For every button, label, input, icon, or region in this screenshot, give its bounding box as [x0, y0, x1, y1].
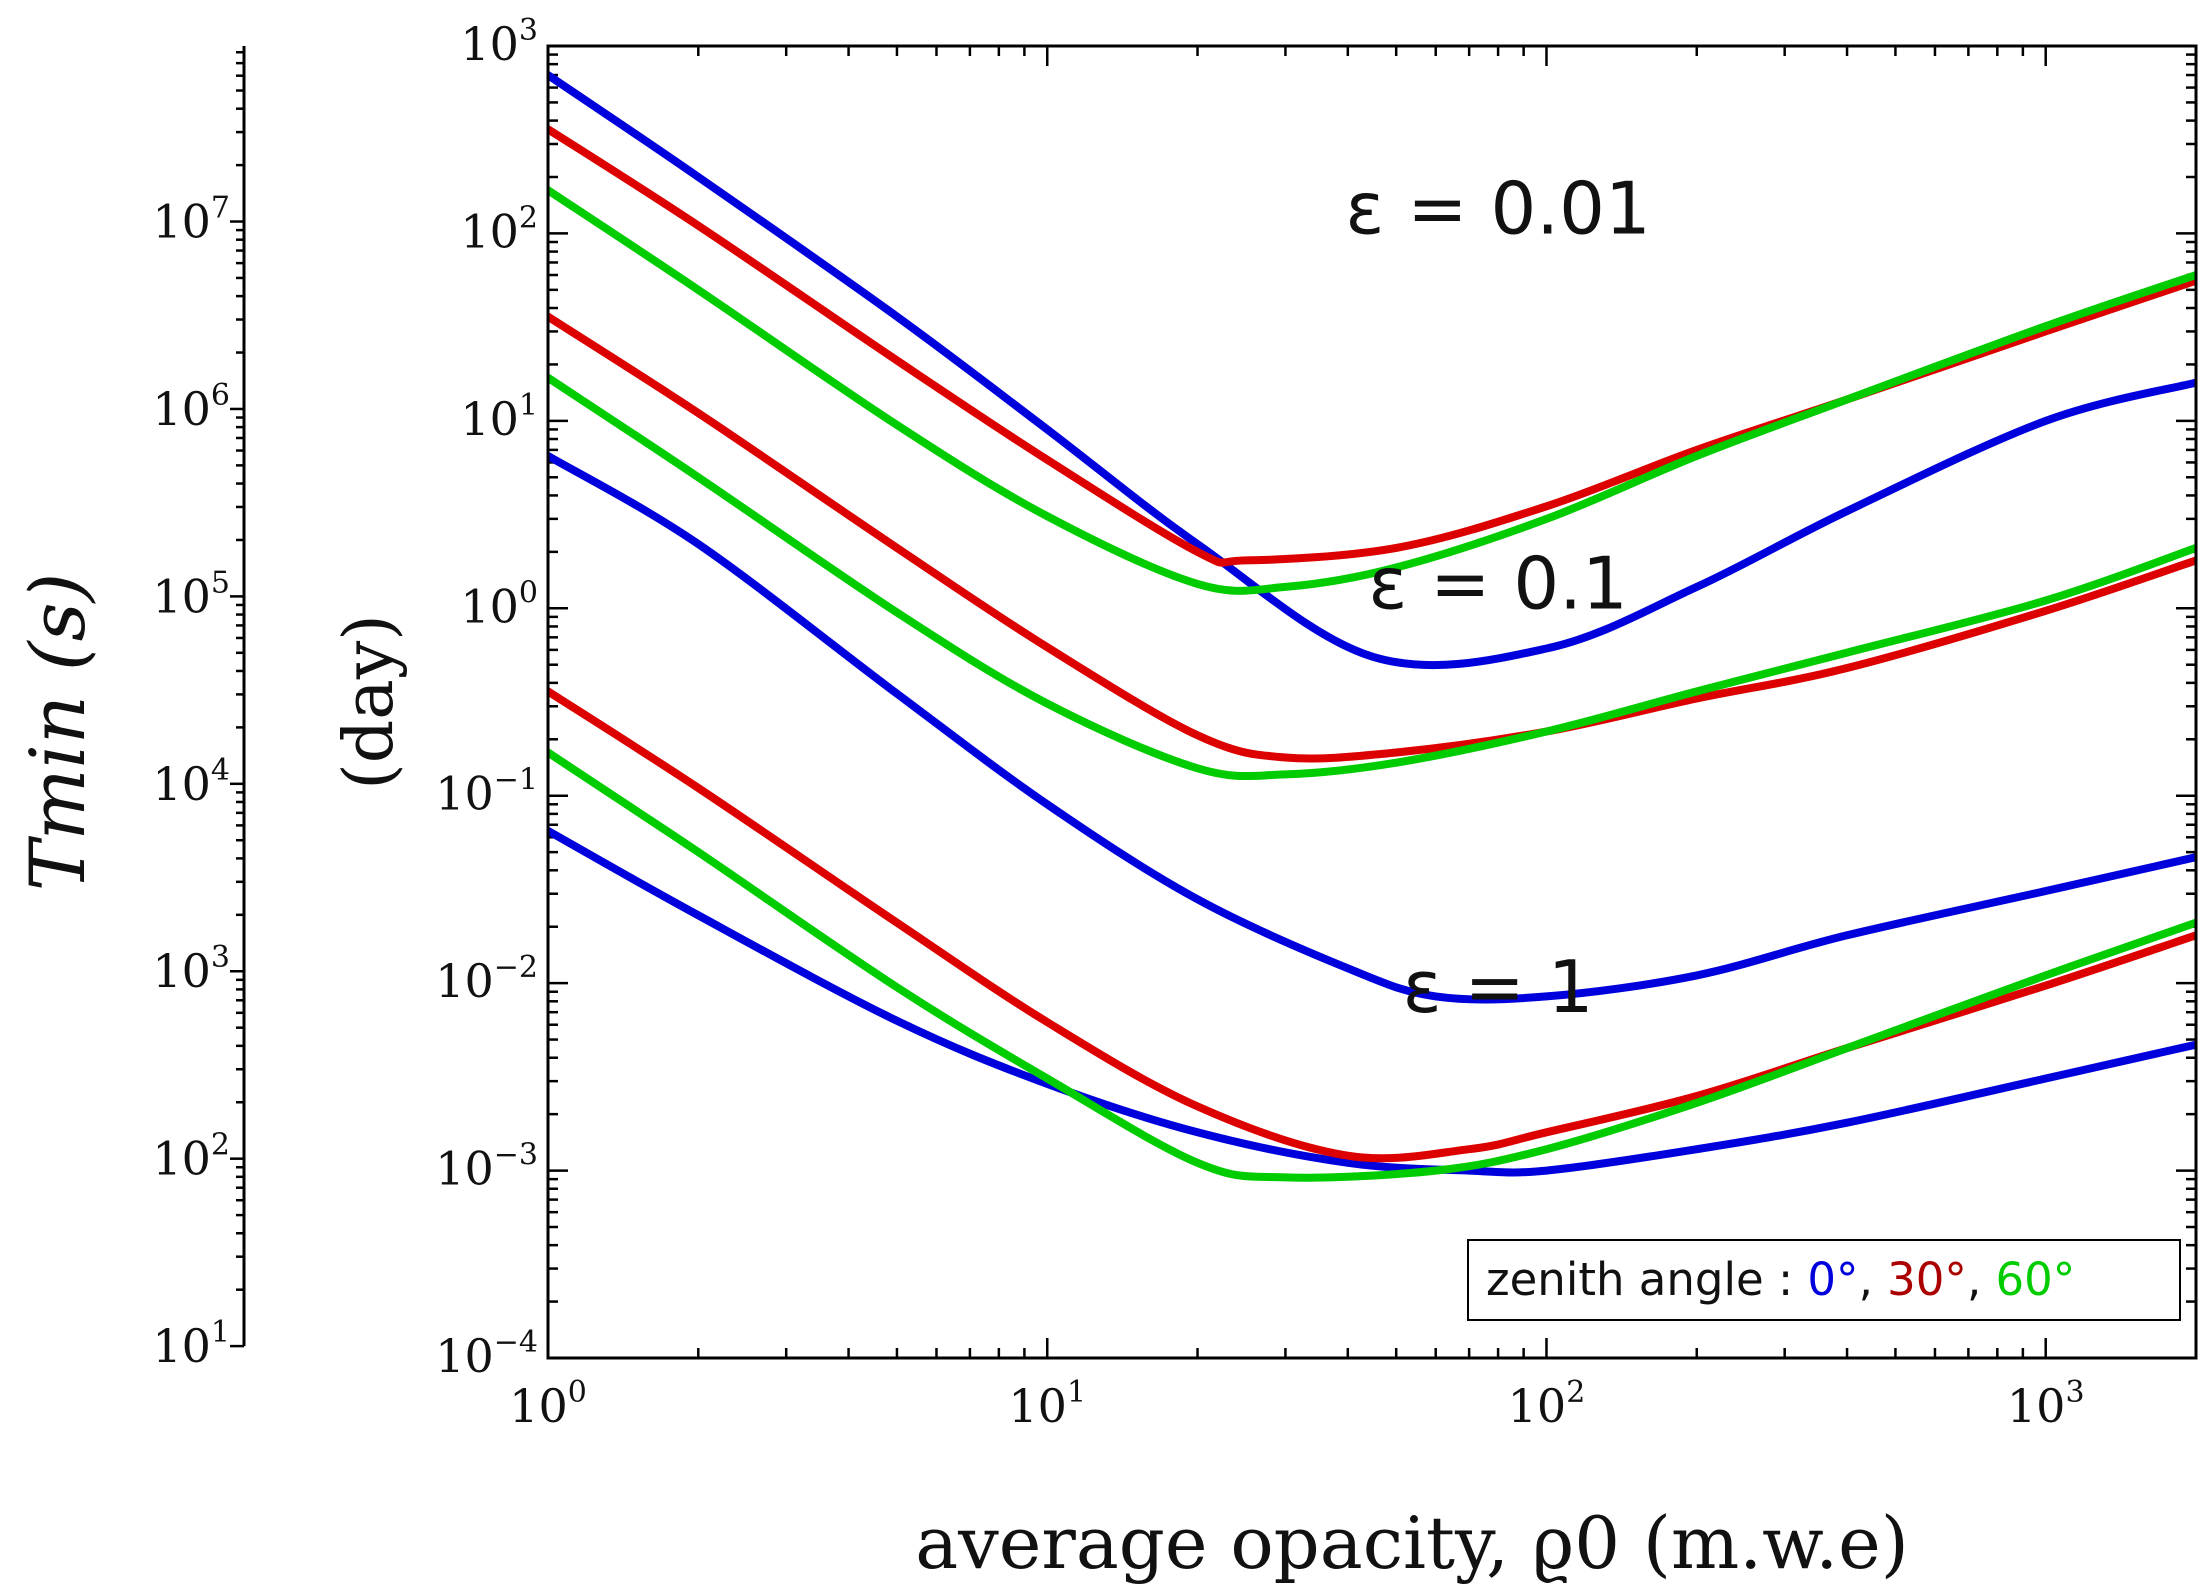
x-tick-label-2-base: 10 [1508, 1379, 1567, 1433]
legend-entry-0: 0° [1807, 1253, 1858, 1306]
y-tick-label-6-exp: 2 [519, 200, 538, 235]
x-tick-label-0-exp: 0 [568, 1375, 587, 1410]
y-tick-label-2-exp: −2 [494, 950, 538, 985]
seconds-tick-label-2-base: 10 [152, 944, 211, 998]
y-tick-label-0-exp: −4 [494, 1325, 538, 1360]
seconds-tick-label-1: 102 [152, 1128, 230, 1186]
series-line-4 [548, 312, 2196, 763]
x-tick-label-2-exp: 2 [1566, 1375, 1585, 1410]
series-line-8 [548, 186, 2196, 595]
x-tick-label-2: 102 [1508, 1375, 1586, 1433]
seconds-tick-label-6-exp: 7 [211, 191, 230, 226]
seconds-tick-label-5-base: 10 [152, 382, 211, 436]
seconds-tick-label-3-base: 10 [152, 757, 211, 811]
y-tick-label-5: 101 [460, 388, 538, 446]
y-tick-label-4-base: 10 [460, 579, 519, 633]
seconds-tick-label-2: 103 [152, 940, 230, 998]
y-tick-label-6-base: 10 [460, 204, 519, 258]
legend: zenith angle : 0°, 30°, 60° [1467, 1239, 2181, 1321]
seconds-tick-label-4-exp: 5 [211, 565, 230, 600]
series-line-3 [548, 451, 2196, 1004]
seconds-tick-label-0-base: 10 [152, 1319, 211, 1373]
y-tick-label-3-base: 10 [435, 767, 494, 821]
y-tick-label-1: 10−3 [435, 1138, 538, 1196]
seconds-tick-label-5: 106 [152, 378, 230, 436]
series-line-0 [548, 826, 2196, 1177]
y-tick-label-2-base: 10 [435, 954, 494, 1008]
seconds-tick-label-4-base: 10 [152, 569, 211, 623]
y-tick-label-5-base: 10 [460, 392, 519, 446]
legend-sep-1: , [1859, 1253, 1888, 1306]
y-tick-label-7: 103 [460, 13, 538, 71]
legend-prefix: zenith angle : [1486, 1253, 1807, 1306]
y-tick-label-2: 10−2 [435, 950, 538, 1008]
seconds-tick-label-3: 104 [152, 753, 230, 811]
epsilon-label-1: ε = 0.1 [1368, 541, 1628, 625]
y-tick-label-3: 10−1 [435, 763, 538, 821]
y-tick-label-0-base: 10 [435, 1329, 494, 1383]
series-line-1 [548, 687, 2196, 1163]
seconds-tick-label-5-exp: 6 [211, 378, 230, 413]
x-tick-label-3-exp: 3 [2065, 1375, 2084, 1410]
x-axis-title: average opacity, ϱ0 (m.w.e) [915, 1501, 1909, 1585]
epsilon-label-0: ε = 0.01 [1345, 166, 1650, 250]
legend-entry-1: 30° [1887, 1253, 1967, 1306]
x-tick-label-1-exp: 1 [1067, 1375, 1086, 1410]
y-tick-label-7-base: 10 [460, 17, 519, 71]
y-tick-label-5-exp: 1 [519, 388, 538, 423]
seconds-tick-label-2-exp: 3 [211, 940, 230, 975]
y-tick-label-1-base: 10 [435, 1142, 494, 1196]
y-tick-label-7-exp: 3 [519, 13, 538, 48]
y-tick-label-6: 102 [460, 200, 538, 258]
legend-sep-2: , [1967, 1253, 1996, 1306]
x-tick-label-0: 100 [509, 1375, 587, 1433]
seconds-tick-label-1-exp: 2 [211, 1128, 230, 1163]
seconds-tick-label-4: 105 [152, 565, 230, 623]
x-tick-label-1-base: 10 [1008, 1379, 1067, 1433]
seconds-tick-label-0-exp: 1 [211, 1315, 230, 1350]
y-axis-title-seconds: Tmin (s) [13, 573, 102, 891]
seconds-tick-label-6-base: 10 [152, 195, 211, 249]
x-tick-label-0-base: 10 [509, 1379, 568, 1433]
seconds-tick-label-1-base: 10 [152, 1132, 211, 1186]
seconds-tick-label-6: 107 [152, 191, 230, 249]
legend-entry-2: 60° [1996, 1253, 2076, 1306]
seconds-tick-label-3-exp: 4 [211, 753, 230, 788]
epsilon-annotations: ε = 0.01 ε = 0.1 ε = 1 [1345, 166, 1650, 1029]
y-axis-title-day: (day) [330, 614, 409, 790]
series-line-5 [548, 373, 2196, 781]
plot-frame [546, 44, 2198, 1360]
x-tick-label-3-base: 10 [2007, 1379, 2066, 1433]
y-tick-label-4-exp: 0 [519, 575, 538, 610]
epsilon-label-2: ε = 1 [1403, 945, 1594, 1029]
legend-text: zenith angle : 0°, 30°, 60° [1486, 1253, 2075, 1306]
y-tick-label-3-exp: −1 [494, 763, 538, 798]
seconds-tick-label-0: 101 [152, 1315, 230, 1373]
x-tick-label-3: 103 [2007, 1375, 2085, 1433]
y-tick-label-1-exp: −3 [494, 1138, 538, 1173]
series-line-2 [548, 748, 2196, 1182]
series-line-6 [548, 71, 2196, 670]
x-tick-label-1: 101 [1008, 1375, 1086, 1433]
legend-box [1467, 1239, 2181, 1321]
y-tick-label-4: 100 [460, 575, 538, 633]
y-tick-label-0: 10−4 [435, 1325, 538, 1383]
curves [548, 71, 2196, 1182]
